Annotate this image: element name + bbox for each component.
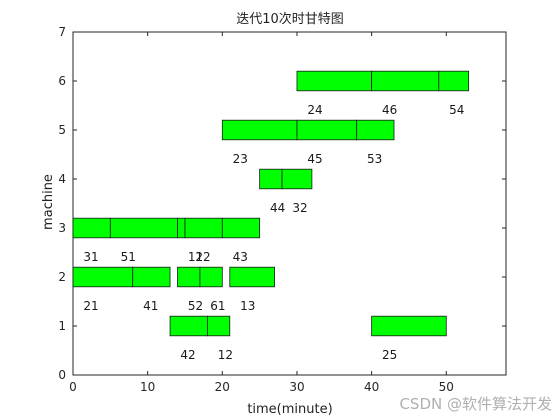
- axes-frame: [72, 31, 507, 376]
- task-bar: [438, 70, 470, 92]
- x-tick-label: 50: [439, 380, 454, 394]
- y-tick-label: 6: [58, 74, 66, 88]
- x-tick-label: 10: [140, 380, 155, 394]
- task-bar: [229, 266, 275, 288]
- x-tick-label: 40: [364, 380, 379, 394]
- task-bar: [177, 217, 186, 239]
- x-tick-label: 20: [215, 380, 230, 394]
- x-tick-label: 0: [69, 380, 77, 394]
- y-tick-label: 5: [58, 123, 66, 137]
- task-label: 21: [83, 299, 98, 313]
- task-label: 22: [195, 250, 210, 264]
- task-label: 25: [382, 348, 397, 362]
- task-bar: [371, 70, 440, 92]
- task-bar: [169, 315, 208, 337]
- task-label: 31: [83, 250, 98, 264]
- task-bar: [132, 266, 171, 288]
- task-bar: [206, 315, 231, 337]
- task-bar: [221, 119, 298, 141]
- task-label: 44: [270, 201, 285, 215]
- task-label: 46: [382, 103, 397, 117]
- y-tick-label: 4: [58, 172, 66, 186]
- task-label: 52: [188, 299, 203, 313]
- task-bar: [296, 70, 373, 92]
- chart-title: 迭代10次时甘特图: [236, 11, 344, 27]
- x-tick-label: 30: [289, 380, 304, 394]
- task-label: 11: [188, 250, 203, 264]
- task-label: 12: [218, 348, 233, 362]
- task-label: 13: [240, 299, 255, 313]
- task-bar: [109, 217, 178, 239]
- y-tick-label: 3: [58, 221, 66, 235]
- task-bar: [177, 266, 201, 288]
- task-bar: [296, 119, 358, 141]
- task-bar: [72, 217, 111, 239]
- task-bar: [356, 119, 395, 141]
- y-tick-label: 1: [58, 319, 66, 333]
- task-bar: [371, 315, 447, 337]
- task-bar: [221, 217, 261, 239]
- watermark-text: CSDN @软件算法开发: [399, 395, 552, 413]
- task-label: 42: [180, 348, 195, 362]
- x-axis-label: time(minute): [247, 402, 332, 417]
- task-label: 32: [292, 201, 307, 215]
- y-tick-label: 2: [58, 270, 66, 284]
- task-bar: [184, 217, 223, 239]
- y-axis-label: machine: [41, 174, 56, 230]
- task-label: 61: [210, 299, 225, 313]
- task-label: 54: [449, 103, 464, 117]
- task-label: 45: [307, 152, 322, 166]
- task-bar: [199, 266, 223, 288]
- task-label: 41: [143, 299, 158, 313]
- task-bar: [259, 168, 283, 190]
- task-label: 51: [121, 250, 136, 264]
- task-label: 23: [233, 152, 248, 166]
- task-label: 24: [307, 103, 322, 117]
- task-bar: [72, 266, 134, 288]
- y-tick-label: 0: [58, 368, 66, 382]
- task-label: 53: [367, 152, 382, 166]
- task-bar: [281, 168, 313, 190]
- task-label: 43: [233, 250, 248, 264]
- y-tick-label: 7: [58, 25, 66, 39]
